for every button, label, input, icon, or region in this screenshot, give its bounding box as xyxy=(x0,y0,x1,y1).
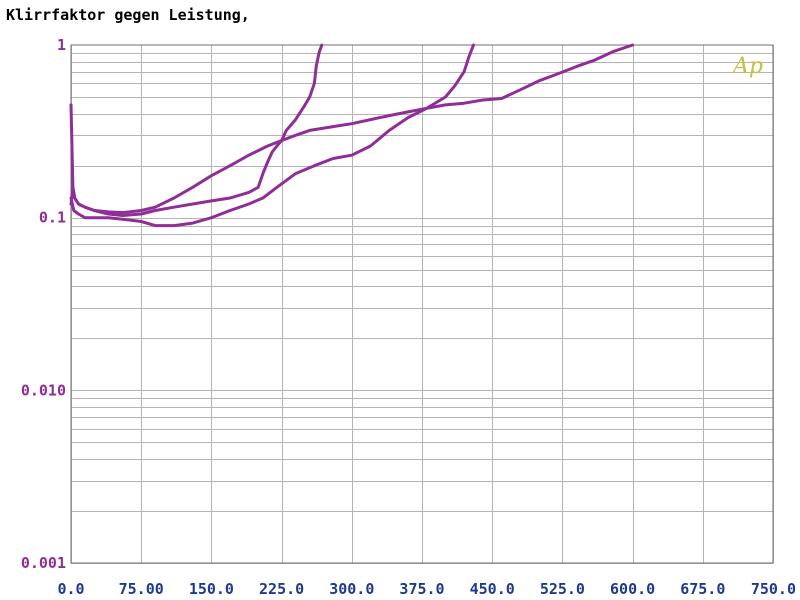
audio-precision-logo: Ap xyxy=(731,54,763,79)
x-tick-label: 75.00 xyxy=(119,580,164,598)
x-tick-label: 225.0 xyxy=(259,580,304,598)
x-tick-label: 675.0 xyxy=(680,580,725,598)
y-tick-label: 0.001 xyxy=(21,554,66,572)
x-tick-label: 750.0 xyxy=(751,580,796,598)
chart-title: Klirrfaktor gegen Leistung, xyxy=(6,6,250,24)
x-tick-label: 450.0 xyxy=(470,580,515,598)
y-axis-tick-labels: 1 0.1 0.010 0.001 xyxy=(21,36,66,572)
y-tick-label: 0.1 xyxy=(39,209,66,227)
series-line-2 xyxy=(69,43,324,217)
x-tick-label: 300.0 xyxy=(329,580,374,598)
data-series xyxy=(69,43,635,228)
plot-frame xyxy=(70,44,774,564)
series-line-1 xyxy=(69,43,635,215)
x-tick-label: 375.0 xyxy=(399,580,444,598)
x-axis-tick-labels: 0.0 75.00 150.0 225.0 300.0 375.0 450.0 525.0 60… xyxy=(57,580,796,598)
series-line-3 xyxy=(69,43,475,228)
x-tick-label: 525.0 xyxy=(540,580,585,598)
y-tick-label: 1 xyxy=(57,36,66,54)
x-tick-label: 150.0 xyxy=(189,580,234,598)
y-tick-label: 0.010 xyxy=(21,381,66,399)
grid-lines xyxy=(71,45,774,564)
x-tick-label: 600.0 xyxy=(610,580,655,598)
x-tick-label: 0.0 xyxy=(57,580,84,598)
